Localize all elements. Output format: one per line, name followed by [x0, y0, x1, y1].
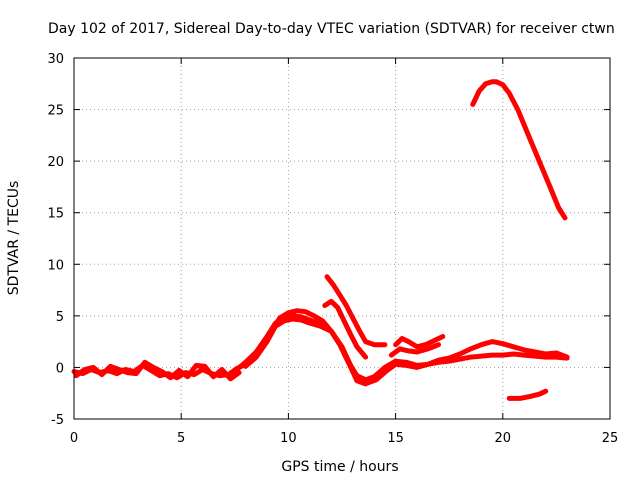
x-tick-label: 25	[602, 431, 619, 446]
y-axis-label: SDTVAR / TECUs	[6, 181, 22, 296]
series-line-track-7	[324, 274, 388, 348]
x-tick-label: 10	[280, 431, 297, 446]
x-tick-label: 0	[70, 431, 78, 446]
series-line-track-11	[506, 388, 549, 401]
y-tick-label: 30	[47, 52, 64, 67]
y-tick-label: 20	[47, 155, 64, 170]
y-tick-label: 10	[47, 258, 64, 273]
grid	[74, 58, 610, 419]
series-group	[71, 79, 570, 401]
y-tick-label: 15	[47, 207, 64, 222]
ticks: 0 5 10 15 20 25 -5 0 5 10 15 20 25 30	[47, 52, 618, 446]
y-tick-label: 25	[47, 104, 64, 119]
series-line-track-4	[234, 313, 570, 383]
chart-title: Day 102 of 2017, Sidereal Day-to-day VTE…	[48, 21, 615, 37]
series-line-track-10	[388, 342, 441, 358]
series-line-track-9	[393, 334, 446, 350]
y-tick-label: 0	[56, 361, 64, 376]
series-line-track-6	[268, 308, 377, 387]
series-line-track-8	[322, 298, 369, 360]
series-line-track-1	[470, 79, 568, 221]
x-tick-label: 20	[495, 431, 512, 446]
x-tick-label: 15	[387, 431, 404, 446]
x-axis-label: GPS time / hours	[281, 459, 398, 475]
plot-frame	[73, 57, 611, 420]
x-tick-label: 5	[177, 431, 185, 446]
y-tick-label: -5	[51, 413, 64, 428]
series-line-track-5	[243, 316, 570, 386]
y-tick-label: 5	[56, 310, 64, 325]
series-line-track-3	[73, 359, 242, 382]
